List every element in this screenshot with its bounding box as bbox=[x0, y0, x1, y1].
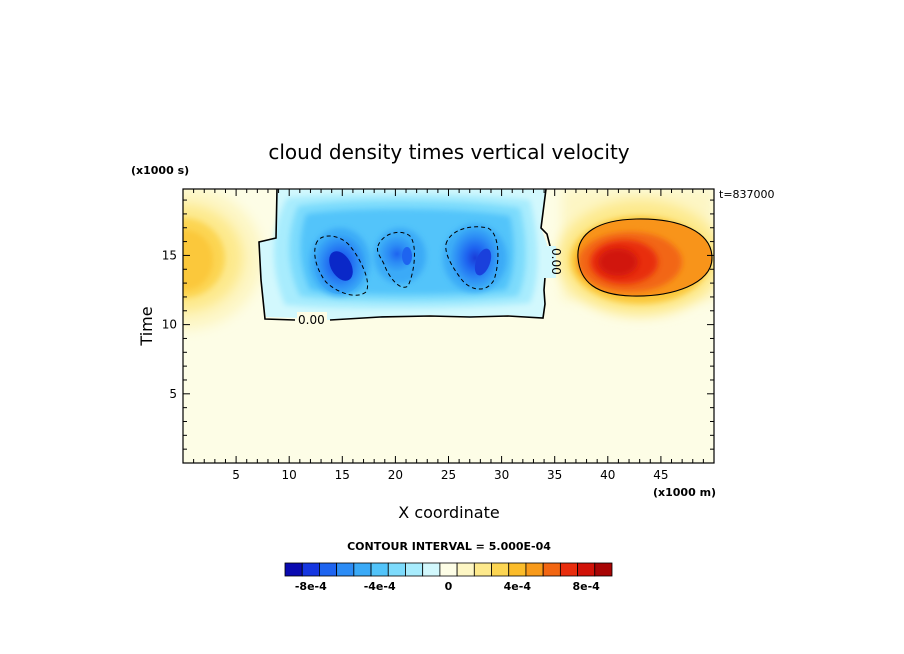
colorbar-tick-label: 4e-4 bbox=[504, 580, 532, 593]
y-tick-label: 10 bbox=[162, 318, 177, 332]
colorbar-swatch bbox=[577, 562, 596, 577]
y-axis-label: Time bbox=[137, 306, 156, 346]
colorbar-swatch bbox=[594, 562, 613, 577]
y-tick-label: 15 bbox=[162, 248, 177, 262]
colorbar-tick-label: 8e-4 bbox=[573, 580, 601, 593]
colorbar-tick-label: -8e-4 bbox=[295, 580, 327, 593]
colorbar-swatch bbox=[370, 562, 389, 577]
zero-contour-negative bbox=[258, 189, 552, 321]
zero-contour-label-right-group: 0.00 bbox=[542, 246, 563, 278]
zero-contour-label: 0.00 bbox=[298, 313, 325, 327]
x-tick-label: 35 bbox=[547, 468, 562, 482]
colorbar-labels: -8e-4 -4e-4 0 4e-4 8e-4 bbox=[295, 580, 600, 593]
colorbar-swatch bbox=[559, 562, 578, 577]
x-tick-label: 5 bbox=[232, 468, 240, 482]
colorbar-swatch bbox=[491, 562, 510, 577]
contour-positive-solid bbox=[577, 218, 713, 297]
x-tick-label: 45 bbox=[653, 468, 668, 482]
x-units-label: (x1000 m) bbox=[653, 486, 716, 499]
colorbar-swatch bbox=[284, 562, 303, 577]
colorbar-tick-label: 0 bbox=[445, 580, 453, 593]
x-tick-label: 30 bbox=[494, 468, 509, 482]
colorbar-swatch bbox=[319, 562, 338, 577]
colorbar-swatch bbox=[439, 562, 458, 577]
colorbar-swatch bbox=[456, 562, 475, 577]
colorbar bbox=[284, 562, 613, 577]
positive-region-right bbox=[558, 189, 714, 316]
colorbar-tick-label: -4e-4 bbox=[364, 580, 396, 593]
colorbar-swatch bbox=[508, 562, 527, 577]
colorbar-swatch bbox=[405, 562, 424, 577]
time-stamp-label: t=837000 bbox=[719, 188, 775, 201]
colorbar-swatch bbox=[336, 562, 355, 577]
colorbar-swatch bbox=[525, 562, 544, 577]
colorbar-swatch bbox=[301, 562, 320, 577]
colorbar-swatch bbox=[353, 562, 372, 577]
chart-title: cloud density times vertical velocity bbox=[268, 140, 629, 164]
colorbar-swatch bbox=[387, 562, 406, 577]
x-tick-label: 15 bbox=[335, 468, 350, 482]
y-axis-ticks: 5 10 15 bbox=[162, 199, 714, 450]
colorbar-swatch bbox=[542, 562, 561, 577]
zero-contour-label: 0.00 bbox=[549, 248, 563, 275]
plot-area: 0.00 0.00 5 10 15 20 25 30 35 40 45 5 10 15 bbox=[162, 188, 715, 482]
x-tick-label: 25 bbox=[441, 468, 456, 482]
colorbar-swatch bbox=[473, 562, 492, 577]
x-tick-label: 10 bbox=[282, 468, 297, 482]
contour-interval-text: CONTOUR INTERVAL = 5.000E-04 bbox=[347, 540, 551, 553]
y-tick-label: 5 bbox=[169, 387, 177, 401]
contour-negative-dashed bbox=[377, 231, 415, 288]
contour-lines bbox=[258, 189, 713, 321]
zero-contour-label-bottom-group: 0.00 bbox=[297, 312, 327, 327]
positive-region-left bbox=[183, 189, 263, 330]
colorbar-swatch bbox=[422, 562, 441, 577]
y-units-label: (x1000 s) bbox=[131, 164, 189, 177]
x-tick-label: 40 bbox=[600, 468, 615, 482]
x-axis-label: X coordinate bbox=[398, 503, 499, 522]
negative-region bbox=[259, 189, 547, 320]
x-axis-ticks: 5 10 15 20 25 30 35 40 45 bbox=[193, 189, 704, 482]
x-tick-label: 20 bbox=[388, 468, 403, 482]
